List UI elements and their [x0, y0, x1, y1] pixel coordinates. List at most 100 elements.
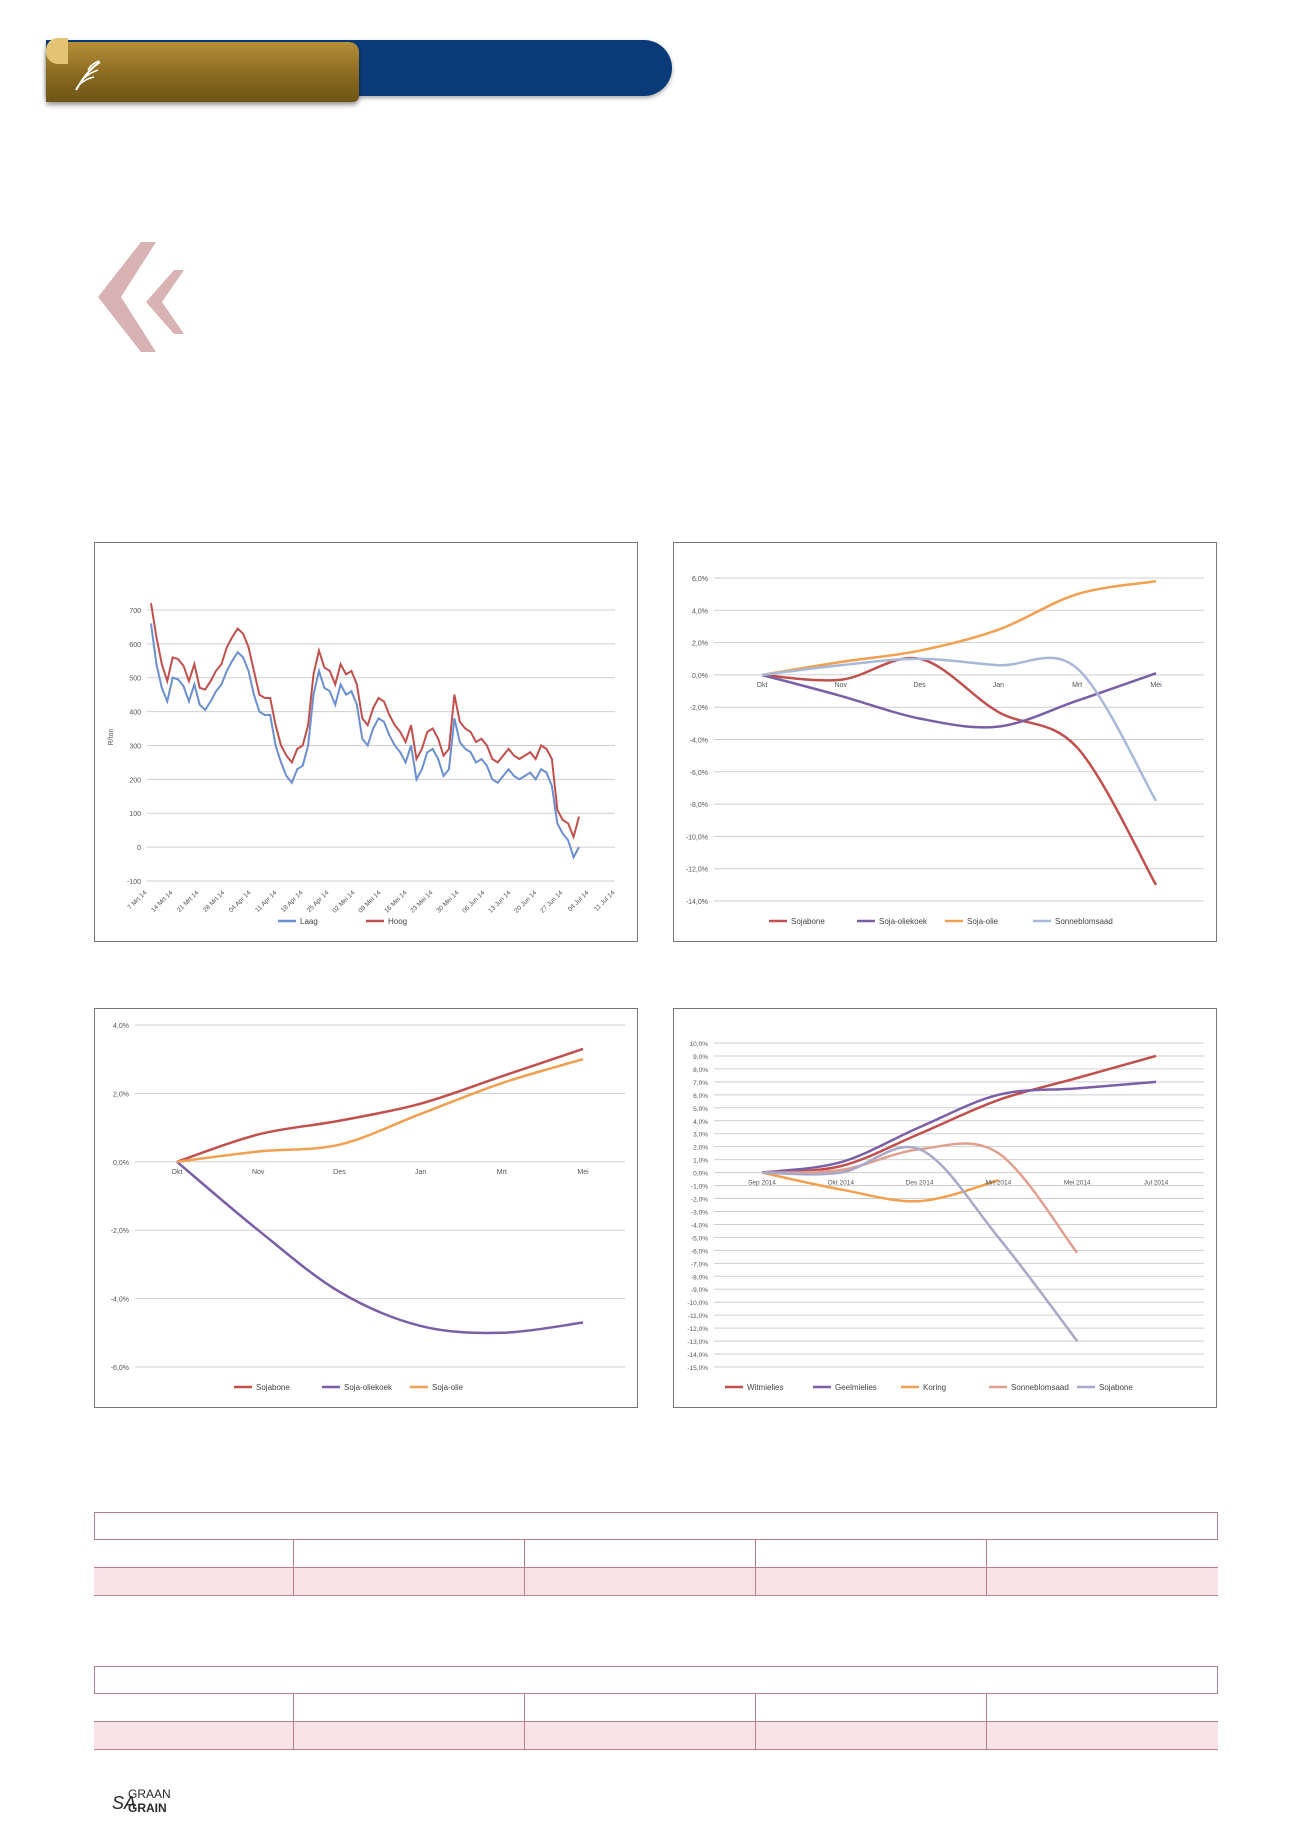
x-tick-label: 06 Jun 14 [461, 889, 486, 914]
footer-logo: SA GRAAN GRAIN [112, 1787, 182, 1817]
y-tick-label: -13,0% [687, 1339, 708, 1346]
series-line [150, 603, 580, 841]
y-tick-label: 2,0% [693, 1145, 708, 1152]
series-line [150, 623, 580, 860]
legend-label: Soja-olie [967, 917, 999, 926]
legend-label: Sojabone [1099, 1383, 1133, 1392]
y-tick-label: -5,0% [691, 1235, 708, 1242]
oilseed-change-chart: 6,0% 4,0% 2,0% 0,0% -2,0% -4,0% -6,0% -8,0% -10,… [686, 576, 1204, 926]
table-1 [94, 1512, 1218, 1596]
legend-label: Witmielies [747, 1383, 783, 1392]
y-tick-label: 9,0% [693, 1054, 708, 1061]
y-tick-label: -12,0% [686, 867, 708, 874]
y-tick-label: -2,0% [691, 1197, 708, 1204]
y-tick-label: -2,0% [690, 705, 708, 712]
x-tick-label: 27 Jun 14 [539, 889, 564, 914]
series-line [176, 1160, 584, 1335]
series-line [761, 672, 1157, 729]
y-tick-label: 0,0% [693, 1171, 708, 1178]
series-line [761, 579, 1157, 677]
series-line [761, 1054, 1157, 1174]
legend-label: Koring [923, 1383, 946, 1392]
y-tick-label: 1,0% [693, 1158, 708, 1165]
x-tick-label: 18 Apr 14 [280, 889, 305, 914]
table-row [94, 1722, 1218, 1750]
x-tick-label: 7 Mrt 14 [127, 889, 149, 911]
y-tick-label: -14,0% [686, 899, 708, 906]
table-header [94, 1666, 1218, 1694]
x-tick-label: 04 Apr 14 [228, 889, 253, 914]
x-tick-label: Mrt [1072, 682, 1082, 689]
x-tick-label: Nov [835, 682, 848, 689]
x-tick-label: Mrt [497, 1169, 507, 1176]
legend-label: Hoog [388, 917, 407, 926]
y-tick-label: 10,0% [690, 1041, 709, 1048]
x-tick-label: 20 Jun 14 [513, 889, 538, 914]
legend-label: Laag [300, 917, 318, 926]
chart-panel-1: -100 0 100 200 300 400 500 600 700 R/ton 7 Mrt 14 1… [94, 542, 638, 942]
legend-label: Soja-olie [432, 1383, 464, 1392]
x-tick-label: 02 Mei 14 [331, 889, 356, 914]
table-2 [94, 1666, 1218, 1750]
y-tick-label: -1,0% [691, 1184, 708, 1191]
x-tick-label: 21 Mrt 14 [176, 889, 201, 914]
x-tick-label: Des 2014 [906, 1180, 934, 1187]
logo-bottom: GRAIN [128, 1801, 167, 1815]
legend-label: Geelmielies [835, 1383, 877, 1392]
legend-label: Soja-oliekoek [344, 1383, 393, 1392]
x-tick-label: Okt [172, 1169, 183, 1176]
x-tick-label: 14 Mrt 14 [150, 889, 175, 914]
y-tick-label: -4,0% [691, 1222, 708, 1229]
y-tick-label: 700 [129, 608, 141, 615]
y-tick-label: 200 [129, 777, 141, 784]
chart-panel-3: 4,0% 2,0% 0,0% -2,0% -4,0% -6,0% Okt Nov Des Jan M… [94, 1008, 638, 1408]
x-tick-label: Okt 2014 [828, 1180, 855, 1187]
y-tick-label: 7,0% [693, 1080, 708, 1087]
table-header [94, 1512, 1218, 1540]
y-tick-label: -3,0% [691, 1209, 708, 1216]
chart-panel-4: 10,0% 9,0% 8,0% 7,0% 6,0% 5,0% 4,0% 3,0% 2,0% 1,0… [673, 1008, 1217, 1408]
legend-label: Sonneblomsaad [1011, 1383, 1069, 1392]
y-tick-label: 500 [129, 676, 141, 683]
y-tick-label: 5,0% [693, 1106, 708, 1113]
y-tick-label: -6,0% [111, 1365, 129, 1372]
series-line [761, 656, 1158, 886]
y-tick-label: 4,0% [692, 608, 708, 615]
x-tick-label: Okt [757, 682, 768, 689]
y-tick-label: -11,0% [688, 1313, 708, 1320]
x-tick-label: 30 Mei 14 [435, 889, 460, 914]
y-tick-label: 300 [129, 743, 141, 750]
legend-label: Sojabone [256, 1383, 290, 1392]
x-tick-label: Jan [415, 1169, 426, 1176]
series-line [761, 656, 1158, 802]
x-tick-label: Jul 2014 [1144, 1180, 1169, 1187]
x-tick-label: 23 Mei 14 [409, 889, 434, 914]
y-tick-label: 4,0% [113, 1023, 129, 1030]
x-tick-label: Sep 2014 [748, 1180, 776, 1187]
y-tick-label: 2,0% [692, 641, 708, 648]
y-tick-label: 2,0% [113, 1091, 129, 1098]
y-tick-label: -15,0% [687, 1365, 708, 1372]
x-tick-label: Mei 2014 [1064, 1180, 1091, 1187]
y-tick-label: 6,0% [692, 576, 708, 583]
y-tick-label: -2,0% [111, 1228, 129, 1235]
logo-prefix: SA [112, 1793, 137, 1813]
series-line [761, 1080, 1157, 1174]
quote-mark-icon [98, 242, 184, 352]
x-tick-label: 28 Mrt 14 [202, 889, 227, 914]
x-tick-label: 11 Apr 14 [254, 889, 279, 914]
x-tick-label: Des [333, 1169, 346, 1176]
y-tick-label: 100 [129, 811, 141, 818]
y-tick-label: 0,0% [692, 673, 708, 680]
legend-label: Soja-oliekoek [879, 917, 928, 926]
wheat-ear-icon [75, 60, 101, 91]
y-tick-label: -7,0% [691, 1261, 708, 1268]
y-tick-label: -10,0% [687, 1300, 708, 1307]
series-line [761, 1171, 999, 1203]
series-line [761, 1142, 1079, 1254]
x-tick-label: 16 Mei 14 [383, 889, 408, 914]
x-tick-label: Mrt 2014 [986, 1180, 1012, 1187]
header-banner-tab [46, 42, 359, 102]
y-tick-label: -6,0% [691, 1248, 708, 1255]
y-tick-label: -14,0% [687, 1352, 708, 1359]
